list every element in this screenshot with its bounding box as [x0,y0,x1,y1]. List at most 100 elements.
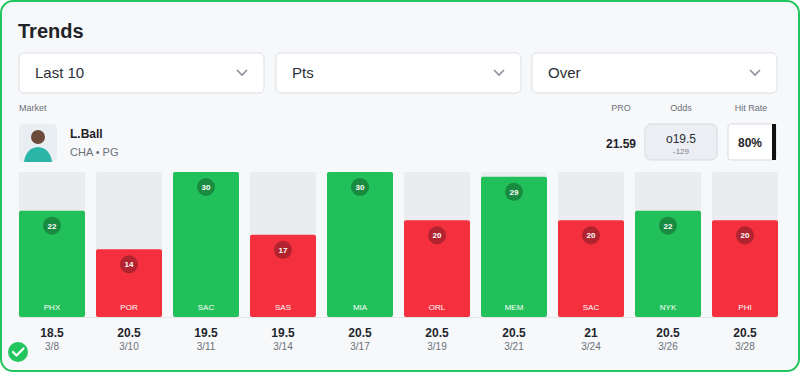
opponent-label: NYK [660,303,677,312]
x-tick: 3/10 [119,317,139,352]
data-label: 30 [356,183,365,192]
dropdown-chevron[interactable] [237,70,247,75]
odds-price[interactable]: -129 [673,147,690,156]
player-name: L.Ball [70,127,103,141]
line-label: 19.5 [194,326,218,340]
dropdown-chevron[interactable] [494,70,504,75]
data-label-badge [659,217,677,235]
line-label: 19.5 [271,326,295,340]
line-label: 20.5 [656,326,680,340]
x-tick: 3/19 [427,317,447,352]
range-track [635,172,701,317]
bar[interactable] [712,220,778,317]
dropdown-label[interactable]: Last 10 [35,64,84,81]
x-tick-label: 3/10 [119,341,139,352]
column-label: PRO [611,103,631,113]
dropdown-box[interactable] [276,53,521,93]
x-tick: 3/11 [197,317,216,352]
range-track [96,172,162,317]
data-label: 20 [741,231,750,240]
title: Trends [18,20,84,42]
range-track [481,172,547,317]
x-tick-label: 3/28 [735,341,755,352]
dropdown-label[interactable]: Over [548,64,581,81]
dropdown-box[interactable] [19,53,264,93]
x-tick: 3/17 [350,317,370,352]
line-label: 20.5 [348,326,372,340]
x-tick-label: 3/8 [45,341,59,352]
range-track [250,172,316,317]
bar[interactable] [173,172,239,317]
line-label: 20.5 [425,326,449,340]
opponent-label: MEM [505,303,524,312]
data-label-badge [120,255,138,273]
odds-box[interactable] [645,124,717,160]
x-tick-label: 3/19 [427,341,447,352]
hit-rate-value: 80% [738,136,762,150]
range-track [404,172,470,317]
bar[interactable] [19,211,85,317]
odds-line[interactable]: o19.5 [666,132,696,146]
filter-dropdown[interactable]: Pts [276,53,521,93]
opponent-label: PHX [44,303,61,312]
opponent-label: ORL [429,303,446,312]
bar[interactable] [250,235,316,317]
data-label: 14 [125,260,134,269]
range-track [19,172,85,317]
bar[interactable] [635,211,701,317]
range-track [558,172,624,317]
bar[interactable] [558,220,624,317]
avatar-bg [19,124,57,162]
line-label: 21 [584,326,598,340]
opponent-label: SAC [583,303,600,312]
x-tick-label: 3/17 [350,341,370,352]
data-label: 17 [279,246,288,255]
x-tick-label: 3/26 [658,341,678,352]
avatar-head [31,130,45,144]
line-label: 20.5 [733,326,757,340]
range-track [173,172,239,317]
x-tick: 3/14 [273,317,293,352]
bar[interactable] [481,177,547,317]
data-label: 22 [48,222,57,231]
data-label: 20 [587,231,596,240]
data-label-badge [351,178,369,196]
range-track [327,172,393,317]
x-axis-line [20,317,779,318]
x-tick-label: 3/24 [581,341,601,352]
column-label: Odds [670,103,692,113]
opponent-label: PHI [738,303,751,312]
card-frame [1,1,799,371]
data-label: 30 [202,183,211,192]
bar[interactable] [327,172,393,317]
bar[interactable] [96,249,162,317]
opponent-label: MIA [353,303,368,312]
line-label: 20.5 [117,326,141,340]
opponent-label: SAS [275,303,291,312]
trends-card: Trends Last 10 Pts Over Market PRO Odds Hit Rat… [0,0,800,372]
filter-dropdown[interactable]: Last 10 [19,53,264,93]
check-mark [13,349,24,356]
market-label: Market [19,103,47,113]
data-label-badge [582,226,600,244]
x-tick-label: 3/21 [504,341,524,352]
hit-rate-box [728,124,776,160]
avatar-body [24,147,52,162]
x-axis: 3/8 3/10 3/11 3/14 3/17 3/19 3/21 3/24 3/26 3/28 [20,317,779,352]
line-label: 20.5 [502,326,526,340]
x-tick: 3/24 [581,317,601,352]
column-label: Hit Rate [735,103,768,113]
dropdown-box[interactable] [532,53,777,93]
x-tick: 3/26 [658,317,678,352]
player-avatar [19,124,57,162]
dropdown-label[interactable]: Pts [292,64,314,81]
data-label-badge [197,178,215,196]
dropdown-chevron[interactable] [750,70,760,75]
bar[interactable] [404,220,470,317]
x-tick-label: 3/11 [197,341,216,352]
data-labels: 22143017302029202220PHX18.5POR20.5SAC19.… [40,178,757,340]
data-label-badge [505,183,523,201]
opponent-label: SAC [198,303,215,312]
data-label-badge [274,241,292,259]
filter-dropdown[interactable]: Over [532,53,777,93]
